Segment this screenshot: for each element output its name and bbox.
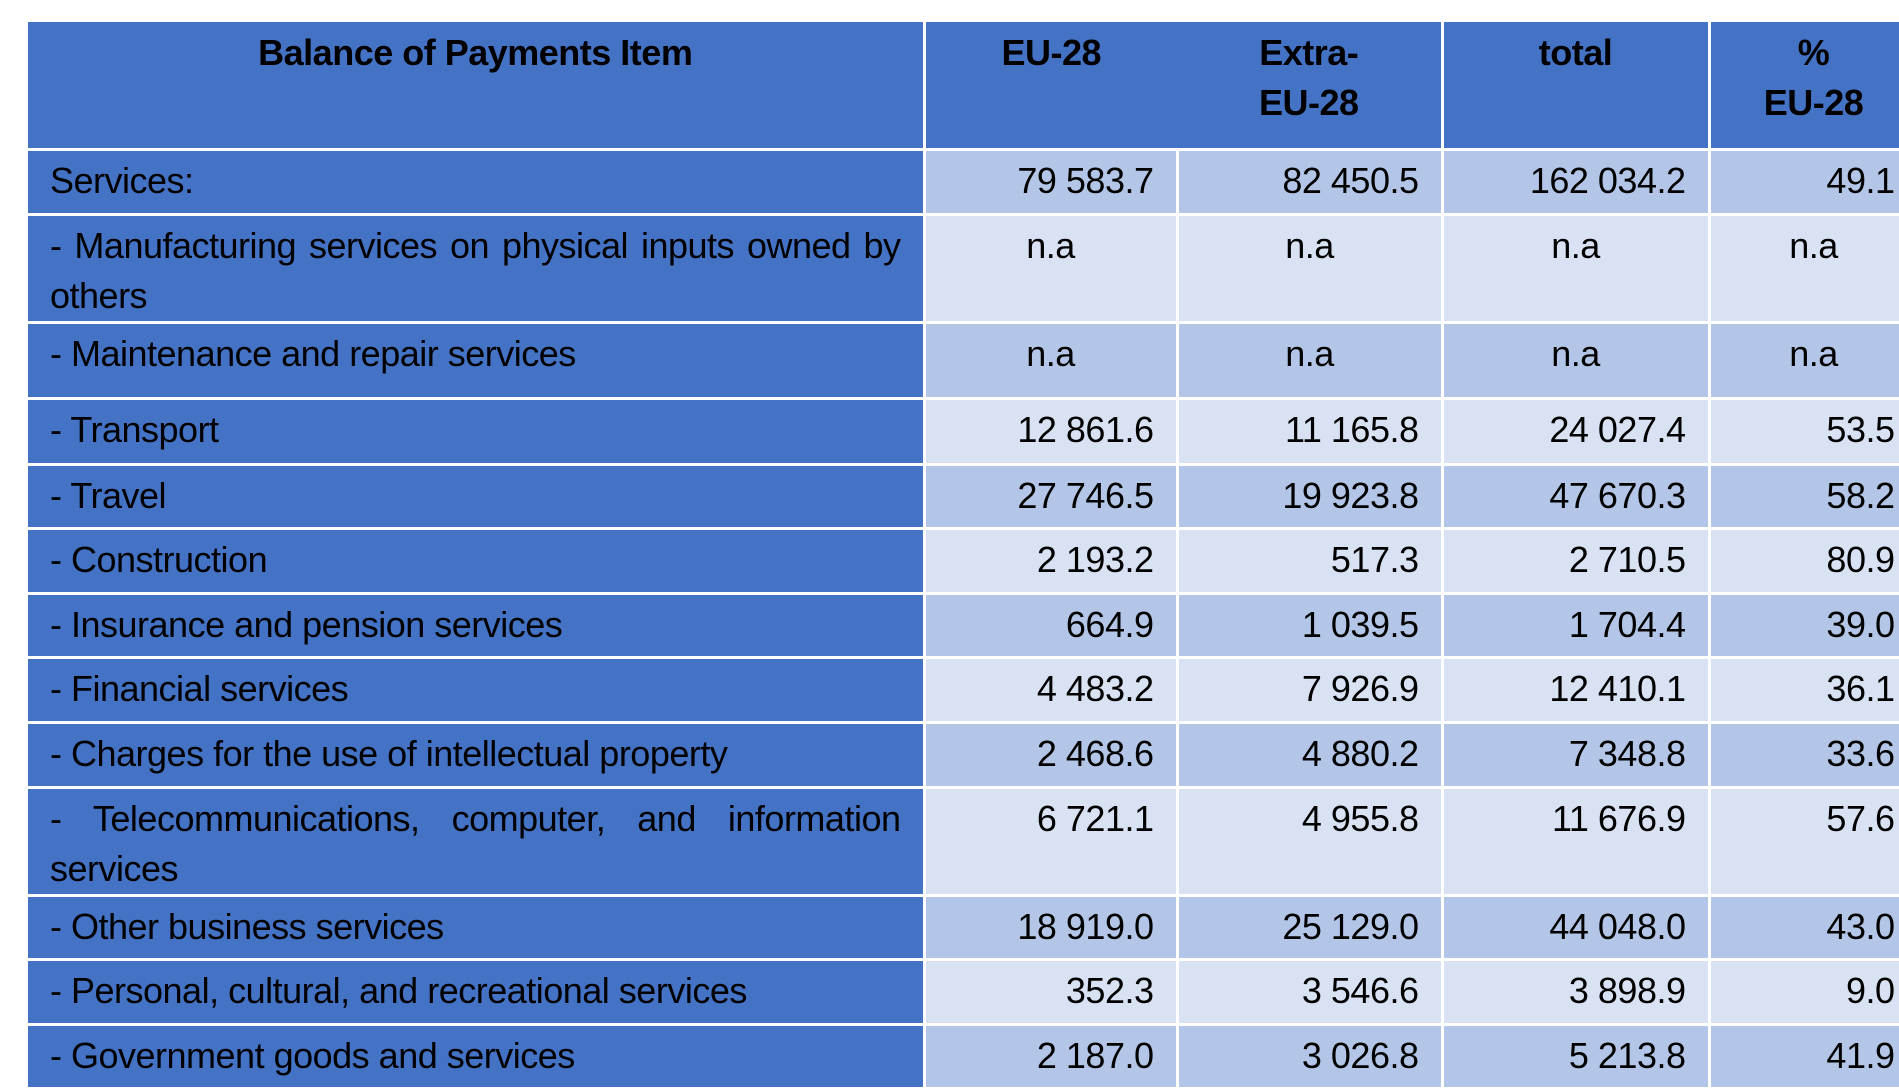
- header-extra-line2: EU-28: [1258, 82, 1359, 123]
- cell-pct-eu28: 33.6: [1707, 721, 1899, 789]
- cell-pct-eu28: 57.6: [1707, 786, 1899, 897]
- cell-extra-eu28: 11 165.8: [1175, 397, 1444, 466]
- cell-pct-eu28: 43.0: [1707, 894, 1899, 961]
- table-row: - Financial services 4 483.2 7 926.9 12 410…: [28, 656, 1899, 724]
- cell-extra-eu28: 4 880.2: [1175, 721, 1444, 789]
- row-label: - Construction: [28, 527, 926, 595]
- cell-extra-eu28: n.a: [1175, 321, 1444, 400]
- cell-eu28: 2 187.0: [922, 1023, 1179, 1090]
- cell-total: 5 213.8: [1440, 1023, 1711, 1090]
- cell-total: 162 034.2: [1440, 148, 1711, 216]
- row-label: - Maintenance and repair services: [28, 321, 926, 400]
- row-label: - Charges for the use of intellectual pr…: [28, 721, 926, 789]
- cell-total: n.a: [1440, 321, 1711, 400]
- balance-of-payments-table: Balance of Payments Item EU-28 Extra- EU…: [28, 19, 1899, 1090]
- header-extra-line1: Extra-: [1259, 32, 1359, 73]
- table-row: - Personal, cultural, and recreational s…: [28, 958, 1899, 1026]
- row-label: - Financial services: [28, 656, 926, 724]
- cell-extra-eu28: 7 926.9: [1175, 656, 1444, 724]
- cell-eu28: 79 583.7: [922, 148, 1179, 216]
- cell-pct-eu28: 49.1: [1707, 148, 1899, 216]
- cell-total: 12 410.1: [1440, 656, 1711, 724]
- row-label: - Insurance and pension services: [28, 592, 926, 659]
- table-row: - Telecommunications, computer, and info…: [28, 786, 1899, 897]
- header-pct-line2: EU-28: [1763, 82, 1864, 123]
- row-label: - Telecommunications, computer, and info…: [28, 786, 926, 897]
- cell-total: n.a: [1440, 213, 1711, 324]
- header-item: Balance of Payments Item: [28, 19, 926, 151]
- cell-pct-eu28: 80.9: [1707, 527, 1899, 595]
- cell-total: 47 670.3: [1440, 463, 1711, 530]
- cell-eu28: 27 746.5: [922, 463, 1179, 530]
- cell-eu28: n.a: [922, 213, 1179, 324]
- cell-extra-eu28: 3 546.6: [1175, 958, 1444, 1026]
- header-eu-group: EU-28 Extra- EU-28: [922, 19, 1444, 151]
- cell-total: 3 898.9: [1440, 958, 1711, 1026]
- cell-eu28: 12 861.6: [922, 397, 1179, 466]
- cell-total: 1 704.4: [1440, 592, 1711, 659]
- table-row: - Maintenance and repair services n.a n.a n…: [28, 321, 1899, 400]
- table-row: - Travel 27 746.5 19 923.8 47 670.3 58.2: [28, 463, 1899, 530]
- cell-eu28: n.a: [922, 321, 1179, 400]
- header-extra-eu28: Extra- EU-28: [1177, 22, 1440, 128]
- cell-pct-eu28: 39.0: [1707, 592, 1899, 659]
- cell-extra-eu28: 517.3: [1175, 527, 1444, 595]
- cell-pct-eu28: 58.2: [1707, 463, 1899, 530]
- header-total: total: [1440, 19, 1711, 151]
- row-label: Services:: [28, 148, 926, 216]
- cell-pct-eu28: n.a: [1707, 213, 1899, 324]
- table-row: Services: 79 583.7 82 450.5 162 034.2 49.1: [28, 148, 1899, 216]
- table-row: - Other business services 18 919.0 25 129.…: [28, 894, 1899, 961]
- cell-pct-eu28: 36.1: [1707, 656, 1899, 724]
- cell-pct-eu28: 53.5: [1707, 397, 1899, 466]
- cell-eu28: 2 468.6: [922, 721, 1179, 789]
- cell-extra-eu28: 1 039.5: [1175, 592, 1444, 659]
- row-label: - Manufacturing services on physical inp…: [28, 213, 926, 324]
- cell-pct-eu28: 9.0: [1707, 958, 1899, 1026]
- header-row: Balance of Payments Item EU-28 Extra- EU…: [28, 19, 1899, 151]
- cell-eu28: 2 193.2: [922, 527, 1179, 595]
- cell-total: 24 027.4: [1440, 397, 1711, 466]
- table-row: - Insurance and pension services 664.9 1 0…: [28, 592, 1899, 659]
- table-row: - Government goods and services 2 187.0 3 …: [28, 1023, 1899, 1090]
- cell-eu28: 6 721.1: [922, 786, 1179, 897]
- header-eu28: EU-28: [1001, 32, 1102, 73]
- cell-extra-eu28: 4 955.8: [1175, 786, 1444, 897]
- row-label: - Government goods and services: [28, 1023, 926, 1090]
- cell-eu28: 18 919.0: [922, 894, 1179, 961]
- header-pct-line1: %: [1797, 32, 1830, 73]
- cell-extra-eu28: 25 129.0: [1175, 894, 1444, 961]
- cell-extra-eu28: 3 026.8: [1175, 1023, 1444, 1090]
- row-label: - Personal, cultural, and recreational s…: [28, 958, 926, 1026]
- cell-extra-eu28: 19 923.8: [1175, 463, 1444, 530]
- cell-total: 11 676.9: [1440, 786, 1711, 897]
- cell-total: 2 710.5: [1440, 527, 1711, 595]
- header-pct-eu28: % EU-28: [1707, 19, 1899, 151]
- table-row: - Charges for the use of intellectual pr…: [28, 721, 1899, 789]
- cell-total: 44 048.0: [1440, 894, 1711, 961]
- cell-eu28: 352.3: [922, 958, 1179, 1026]
- table-row: - Manufacturing services on physical inp…: [28, 213, 1899, 324]
- cell-total: 7 348.8: [1440, 721, 1711, 789]
- cell-extra-eu28: 82 450.5: [1175, 148, 1444, 216]
- cell-extra-eu28: n.a: [1175, 213, 1444, 324]
- row-label: - Transport: [28, 397, 926, 466]
- row-label: - Travel: [28, 463, 926, 530]
- table-row: - Construction 2 193.2 517.3 2 710.5 80.9: [28, 527, 1899, 595]
- cell-pct-eu28: n.a: [1707, 321, 1899, 400]
- cell-eu28: 664.9: [922, 592, 1179, 659]
- table-row: - Transport 12 861.6 11 165.8 24 027.4 53.5: [28, 397, 1899, 466]
- cell-eu28: 4 483.2: [922, 656, 1179, 724]
- cell-pct-eu28: 41.9: [1707, 1023, 1899, 1090]
- row-label: - Other business services: [28, 894, 926, 961]
